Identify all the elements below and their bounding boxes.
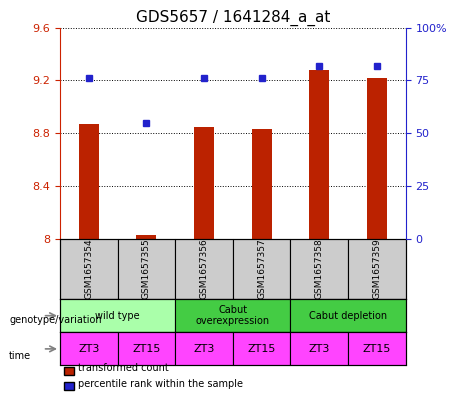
Text: time: time	[9, 351, 31, 361]
Text: percentile rank within the sample: percentile rank within the sample	[78, 379, 243, 389]
FancyBboxPatch shape	[233, 239, 290, 299]
Text: transformed count: transformed count	[78, 364, 169, 373]
Text: ZT3: ZT3	[193, 344, 215, 354]
Bar	[194, 127, 214, 239]
Text: ZT15: ZT15	[132, 344, 160, 354]
Text: Cabut
overexpression: Cabut overexpression	[196, 305, 270, 327]
Text: GSM1657359: GSM1657359	[372, 239, 381, 299]
Text: ZT3: ZT3	[78, 344, 100, 354]
Bar	[79, 124, 99, 239]
FancyBboxPatch shape	[60, 299, 175, 332]
Text: GSM1657354: GSM1657354	[84, 239, 93, 299]
Text: wild type: wild type	[95, 311, 140, 321]
FancyBboxPatch shape	[175, 332, 233, 365]
FancyBboxPatch shape	[290, 332, 348, 365]
Text: GSM1657358: GSM1657358	[315, 239, 324, 299]
FancyBboxPatch shape	[118, 239, 175, 299]
Text: GSM1657355: GSM1657355	[142, 239, 151, 299]
FancyBboxPatch shape	[290, 299, 406, 332]
Text: ZT15: ZT15	[363, 344, 391, 354]
Bar	[367, 78, 387, 239]
Text: GSM1657357: GSM1657357	[257, 239, 266, 299]
Bar	[309, 70, 329, 239]
FancyBboxPatch shape	[290, 239, 348, 299]
Bar	[252, 129, 272, 239]
Text: GSM1657356: GSM1657356	[200, 239, 208, 299]
Title: GDS5657 / 1641284_a_at: GDS5657 / 1641284_a_at	[136, 10, 330, 26]
FancyBboxPatch shape	[175, 299, 290, 332]
FancyBboxPatch shape	[348, 332, 406, 365]
Bar	[136, 235, 156, 239]
Text: Cabut depletion: Cabut depletion	[309, 311, 387, 321]
FancyBboxPatch shape	[175, 239, 233, 299]
Text: genotype/variation: genotype/variation	[9, 315, 102, 325]
Text: ZT15: ZT15	[248, 344, 276, 354]
FancyBboxPatch shape	[60, 239, 118, 299]
Text: ZT3: ZT3	[308, 344, 330, 354]
FancyBboxPatch shape	[118, 332, 175, 365]
FancyBboxPatch shape	[60, 332, 118, 365]
FancyBboxPatch shape	[348, 239, 406, 299]
FancyBboxPatch shape	[233, 332, 290, 365]
